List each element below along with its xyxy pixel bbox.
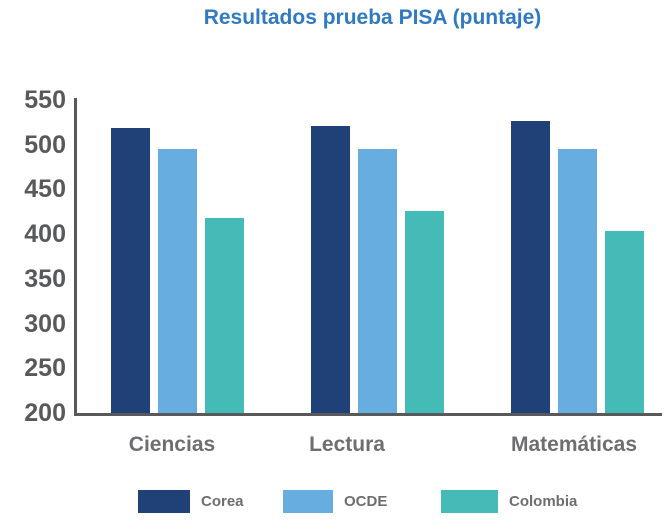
bar-ocde-matemáticas xyxy=(558,149,597,413)
legend-swatch-ocde xyxy=(283,490,333,513)
x-axis-label-ciencias: Ciencias xyxy=(128,433,216,456)
bar-ocde-lectura xyxy=(358,149,397,413)
y-axis-tick-label: 550 xyxy=(24,86,66,114)
bar-colombia-matemáticas xyxy=(605,230,644,413)
bar-corea-matemáticas xyxy=(511,121,550,413)
x-axis-label-matemáticas: Matemáticas xyxy=(510,433,638,456)
legend-swatch-colombia xyxy=(441,490,498,513)
y-axis-tick-label: 500 xyxy=(24,130,66,159)
legend-label-corea: Corea xyxy=(201,493,244,510)
bar-ocde-ciencias xyxy=(158,149,197,413)
y-axis-tick-label: 350 xyxy=(24,264,66,293)
bar-colombia-ciencias xyxy=(205,218,244,413)
x-axis-line xyxy=(74,413,662,416)
bar-colombia-lectura xyxy=(405,210,444,413)
legend-label-ocde: OCDE xyxy=(344,493,388,510)
x-axis-label-lectura: Lectura xyxy=(309,433,385,456)
y-axis-tick-label: 400 xyxy=(24,220,66,249)
y-axis-tick-label: 450 xyxy=(24,175,66,204)
y-axis-line xyxy=(74,98,77,416)
y-axis-tick-label: 200 xyxy=(24,399,66,427)
bar-corea-lectura xyxy=(311,125,350,413)
bar-corea-ciencias xyxy=(111,127,150,413)
legend-label-colombia: Colombia xyxy=(509,493,578,510)
y-axis-tick-label: 250 xyxy=(24,354,66,383)
chart-title: Resultados prueba PISA (puntaje) xyxy=(203,6,542,29)
y-axis-tick-label: 300 xyxy=(24,309,66,338)
legend-swatch-corea xyxy=(138,490,190,513)
